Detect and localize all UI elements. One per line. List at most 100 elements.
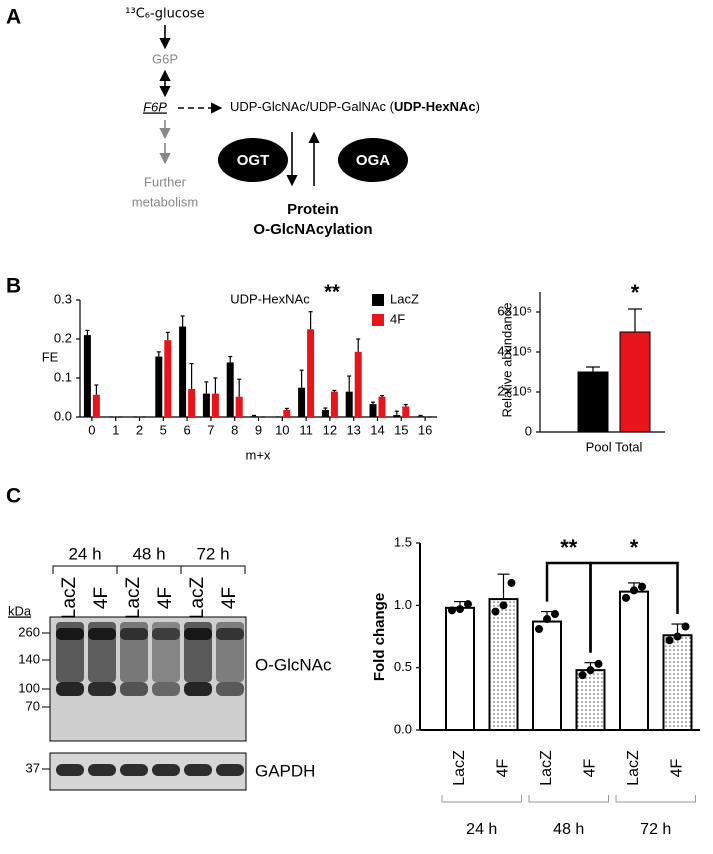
y-tick-label: 0 xyxy=(525,423,532,438)
data-point xyxy=(638,582,646,591)
y-tick-label: 1.0 xyxy=(394,597,412,612)
panel-label: B xyxy=(6,275,21,298)
blot xyxy=(49,616,247,791)
x-tick-label: 5 xyxy=(160,422,167,437)
enzyme xyxy=(218,138,288,182)
data-point xyxy=(491,607,500,616)
marker-label: 70 xyxy=(26,698,40,713)
y-tick-label: 0.3 xyxy=(54,291,72,306)
data-point xyxy=(630,586,638,595)
panel-label: C xyxy=(6,485,21,508)
data-point xyxy=(622,593,630,602)
bar xyxy=(226,362,234,417)
bar xyxy=(330,391,338,417)
x-tick-label: 9 xyxy=(255,422,262,437)
legend-label: LacZ xyxy=(390,291,419,306)
time-bracket xyxy=(180,565,246,574)
x-tick-label: LacZ xyxy=(538,750,555,786)
panel-label: A xyxy=(6,6,21,29)
x-tick-label: LacZ xyxy=(451,750,468,786)
bar xyxy=(417,416,425,417)
marker-label: 37 xyxy=(26,760,40,775)
bar xyxy=(155,356,163,417)
group-bracket xyxy=(441,795,522,803)
group-label: 48 h xyxy=(553,821,584,838)
lane-label: LacZ xyxy=(123,576,144,619)
blot-band xyxy=(120,628,148,640)
data-point xyxy=(551,610,559,619)
node-text: UDP-HexNAc xyxy=(394,99,476,114)
y-tick-label: 0.5 xyxy=(394,659,412,674)
blot-band xyxy=(184,764,212,776)
x-tick-label: 13 xyxy=(346,422,360,437)
node: Protein xyxy=(287,201,339,218)
data-point xyxy=(673,632,682,641)
time-bracket xyxy=(52,565,118,574)
y-axis-label: Fold change xyxy=(371,593,388,681)
x-tick-label: 10 xyxy=(275,422,289,437)
x-tick-label: 0 xyxy=(88,422,95,437)
blot-band xyxy=(152,764,180,776)
x-tick-label: 4F xyxy=(582,758,599,777)
y-tick-label: 4×10⁵ xyxy=(497,343,532,358)
lane-label: LacZ xyxy=(59,576,80,619)
x-tick-label: 1 xyxy=(112,422,119,437)
bar xyxy=(345,391,353,417)
y-tick-label: 2×10⁵ xyxy=(497,383,532,398)
group-label: 24 h xyxy=(466,821,497,838)
x-tick-label: 8 xyxy=(231,422,238,437)
node: metabolism xyxy=(132,194,198,209)
bar xyxy=(354,351,362,417)
node: G6P xyxy=(152,51,178,66)
blot-band xyxy=(56,628,84,640)
marker-label: 100 xyxy=(18,680,40,695)
x-tick-label: 7 xyxy=(207,422,214,437)
lane-label: 4F xyxy=(91,587,112,609)
y-axis-label: Relative abundance xyxy=(499,303,514,418)
marker-label: 260 xyxy=(18,624,40,639)
y-tick-label: 0.0 xyxy=(54,408,72,423)
y-tick-label: 0.1 xyxy=(54,369,72,384)
group-bracket xyxy=(528,795,609,803)
node: O-GlcNAcylation xyxy=(253,221,372,238)
data-point xyxy=(578,671,587,680)
blot-band xyxy=(120,682,148,696)
blot-band xyxy=(56,764,84,776)
data-point xyxy=(448,606,456,615)
chart-title: UDP-HexNAc xyxy=(230,291,310,306)
node-text: UDP-GlcNAc/UDP-GalNAc ( xyxy=(230,99,395,114)
significance-bracket xyxy=(589,561,679,653)
significance-label: * xyxy=(630,535,639,560)
blot-band xyxy=(88,628,116,640)
bar xyxy=(575,669,606,731)
time-bracket xyxy=(116,565,182,574)
node-text: ) xyxy=(476,99,480,114)
lane-label: 4F xyxy=(219,587,240,609)
blot-band xyxy=(184,682,212,696)
blot-band xyxy=(184,628,212,640)
marker-label: 140 xyxy=(18,651,40,666)
x-tick-label: 2 xyxy=(136,422,143,437)
blot-band xyxy=(88,682,116,696)
data-point xyxy=(507,578,516,587)
bar xyxy=(662,634,693,732)
bar xyxy=(202,393,210,417)
x-tick-label: 11 xyxy=(299,422,313,437)
blot-band xyxy=(216,682,244,696)
target-label: GAPDH xyxy=(255,761,315,780)
data-point xyxy=(665,636,674,645)
bar xyxy=(307,329,315,417)
blot-band xyxy=(120,764,148,776)
bar xyxy=(619,590,649,731)
bar xyxy=(164,340,172,417)
enzyme xyxy=(338,138,408,182)
x-tick-label: 12 xyxy=(323,422,337,437)
y-tick-label: 1.5 xyxy=(394,534,412,549)
annotation: * xyxy=(631,280,640,305)
bar xyxy=(378,396,386,417)
bar xyxy=(179,326,187,417)
legend-swatch xyxy=(372,314,384,326)
x-tick-label: 4F xyxy=(495,758,512,777)
x-tick-label: 15 xyxy=(394,422,408,437)
bar xyxy=(445,606,475,731)
